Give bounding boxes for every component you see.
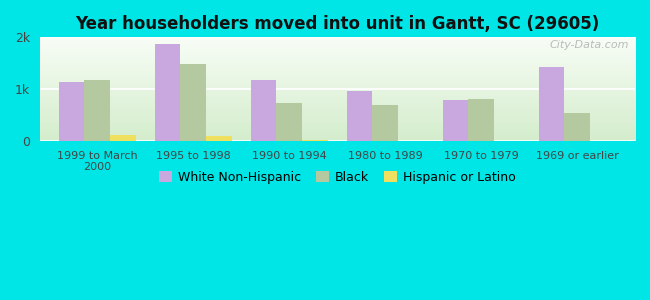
Bar: [276, 103, 302, 141]
Legend: White Non-Hispanic, Black, Hispanic or Latino: White Non-Hispanic, Black, Hispanic or L…: [154, 166, 521, 189]
Bar: [111, 135, 136, 141]
Bar: [564, 112, 590, 141]
Bar: [84, 80, 110, 141]
Bar: [302, 140, 328, 141]
Bar: [207, 136, 232, 141]
Bar: [346, 91, 372, 141]
Bar: [539, 67, 564, 141]
Bar: [250, 80, 276, 141]
Bar: [58, 82, 84, 141]
Bar: [469, 99, 495, 141]
Bar: [155, 44, 181, 141]
Bar: [372, 105, 398, 141]
Bar: [443, 100, 469, 141]
Bar: [181, 64, 207, 141]
Text: City-Data.com: City-Data.com: [549, 40, 629, 50]
Title: Year householders moved into unit in Gantt, SC (29605): Year householders moved into unit in Gan…: [75, 15, 599, 33]
